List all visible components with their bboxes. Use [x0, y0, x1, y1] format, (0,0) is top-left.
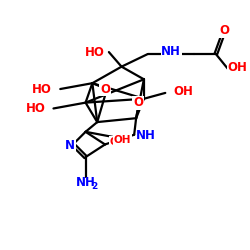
Text: O: O: [133, 96, 143, 109]
Text: N: N: [65, 139, 75, 152]
Text: NH: NH: [136, 129, 156, 142]
Text: OH: OH: [173, 86, 193, 98]
Text: OH: OH: [228, 61, 248, 74]
Text: OH: OH: [114, 134, 131, 144]
Text: NH: NH: [76, 176, 96, 189]
Text: HO: HO: [32, 82, 52, 96]
Text: NH: NH: [161, 44, 181, 58]
Text: O: O: [100, 82, 110, 96]
Text: 2: 2: [91, 182, 98, 191]
Text: O: O: [220, 24, 230, 37]
Text: OH: OH: [110, 136, 127, 146]
Text: HO: HO: [85, 46, 105, 59]
Text: HO: HO: [26, 102, 46, 115]
